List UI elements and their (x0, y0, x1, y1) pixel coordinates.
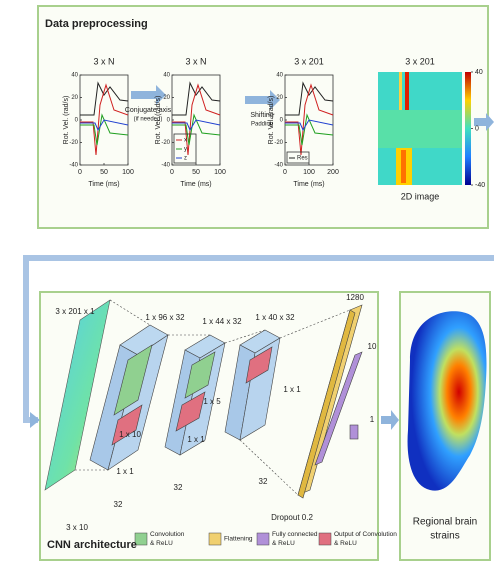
x-tick-label: 0 (78, 169, 82, 176)
y-tick-label: 40 (163, 73, 170, 79)
plot-title: 3 x N (185, 56, 206, 66)
output-label: strains (430, 531, 459, 542)
y-tick-label: -20 (69, 140, 78, 146)
y-tick-label: 20 (276, 95, 283, 101)
layer-label: 1 x 5 (203, 397, 221, 406)
plot-title: 3 x 201 (294, 56, 324, 66)
layer-label: 1280 (346, 293, 364, 302)
y-tick-label: -40 (161, 163, 170, 169)
image-caption: 2D image (401, 191, 440, 201)
layer-label: 3 x 201 x 1 (55, 307, 95, 316)
legend-label: Flattening (224, 536, 253, 543)
layer-label: 1 x 1 (116, 467, 134, 476)
y-tick-label: 20 (163, 95, 170, 101)
output-label: Regional brain (413, 517, 478, 528)
image-title: 3 x 201 (405, 56, 435, 66)
y-tick-label: -20 (161, 140, 170, 146)
step-label: Conjugate axis (125, 107, 172, 114)
layer-label: 10 (368, 342, 377, 351)
x-tick-label: 100 (303, 169, 315, 176)
legend-label: y (184, 147, 187, 153)
colorbar-tick-label: 0 (475, 125, 479, 132)
x-tick-label: 0 (170, 169, 174, 176)
layer-label: 3 x 10 (66, 523, 88, 532)
legend-label: Res (297, 156, 308, 162)
y-tick-label: 20 (71, 95, 78, 101)
y-tick-label: -20 (274, 140, 283, 146)
layer-label: 1 x 40 x 32 (255, 313, 295, 322)
x-axis-label: Time (ms) (293, 181, 324, 188)
y-axis-label: Rot. Vel. (rad/s) (63, 96, 70, 145)
section-title: Data preprocessing (45, 18, 148, 30)
heatmap (378, 72, 471, 185)
y-axis-label: Rot. Vel. (rad/s) (268, 96, 275, 145)
x-tick-label: 0 (283, 169, 287, 176)
x-tick-label: 50 (100, 169, 108, 176)
legend-label: Fully connected (272, 531, 318, 538)
layer-label: 1 x 1 (283, 385, 301, 394)
x-tick-label: 200 (327, 169, 339, 176)
x-axis-label: Time (ms) (180, 181, 211, 188)
legend-label: x (184, 138, 187, 144)
section-title: CNN architecture (47, 539, 137, 551)
colorbar-tick-label: 40 (475, 69, 483, 76)
x-axis-label: Time (ms) (88, 181, 119, 188)
legend-label: & ReLU (272, 540, 295, 547)
plot-title: 3 x N (93, 56, 114, 66)
y-tick-label: -40 (69, 163, 78, 169)
step-note: Padding (251, 122, 273, 128)
legend-label: & ReLU (334, 540, 357, 547)
layer-label: 1 x 10 (119, 430, 141, 439)
layer-label: 1 x 1 (187, 435, 205, 444)
y-tick-label: 40 (276, 73, 283, 79)
legend-label: Output of Convolution (334, 531, 397, 538)
layer-label: 1 (370, 415, 375, 424)
layer-label: Dropout 0.2 (271, 513, 313, 522)
layer-label: 32 (114, 500, 123, 509)
x-tick-label: 100 (122, 169, 134, 176)
layer-label: 1 x 44 x 32 (202, 317, 242, 326)
legend-label: & ReLU (150, 540, 173, 547)
y-tick-label: 40 (71, 73, 78, 79)
legend-label: z (184, 156, 187, 162)
layer-label: 1 x 96 x 32 (145, 313, 185, 322)
layer-label: 32 (174, 483, 183, 492)
layer-label: 32 (259, 477, 268, 486)
step-label: Shifting (250, 112, 273, 119)
step-note: (if needed) (134, 117, 163, 123)
x-tick-label: 100 (214, 169, 226, 176)
colorbar-tick-label: -40 (475, 182, 485, 189)
legend-label: Convolution (150, 531, 185, 538)
x-tick-label: 50 (192, 169, 200, 176)
y-tick-label: -40 (274, 163, 283, 169)
diagram: Data preprocessing CNN architecture 3 x … (0, 0, 494, 565)
